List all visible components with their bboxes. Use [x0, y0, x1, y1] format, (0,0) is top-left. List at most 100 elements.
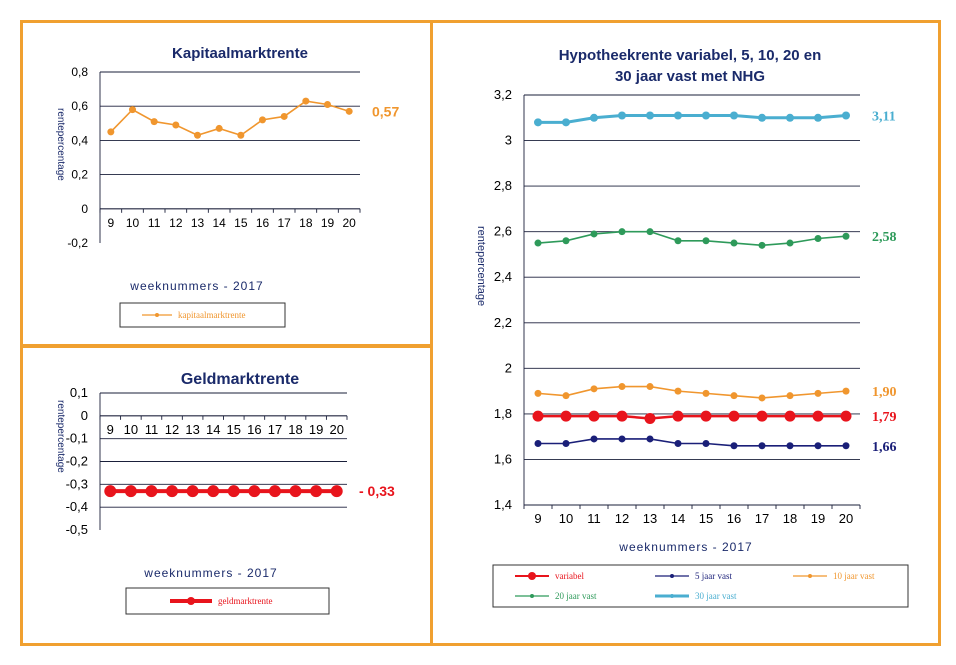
data-point: [345, 107, 353, 115]
data-point: [590, 435, 598, 443]
data-point: [674, 111, 682, 120]
end-value-label: 1,66: [872, 440, 897, 455]
data-point: [302, 97, 310, 105]
data-point: [186, 485, 199, 498]
data-point: [145, 485, 158, 498]
data-point: [842, 442, 850, 450]
legend-box: [125, 587, 330, 615]
legend-swatch-marker: [670, 594, 674, 598]
y-tick-label: 0,4: [71, 133, 88, 147]
x-tick-label: 10: [559, 511, 573, 526]
x-tick-label: 13: [191, 216, 205, 230]
data-point: [702, 440, 710, 447]
x-tick-label: 18: [783, 511, 797, 526]
y-tick-label: -0,2: [67, 236, 88, 250]
data-point: [758, 394, 766, 402]
chart3-title-line2: 30 jaar vast met NHG: [615, 68, 765, 85]
legend-swatch-marker: [808, 574, 812, 578]
data-point: [702, 389, 710, 397]
data-point: [150, 118, 158, 126]
data-point: [758, 241, 766, 249]
chart2-ylabel: rentepercentage: [55, 400, 66, 473]
series-line-20-jaar-vast: [537, 230, 847, 247]
x-tick-label: 14: [206, 422, 220, 437]
x-tick-label: 20: [329, 422, 343, 437]
legend-label: 30 jaar vast: [695, 591, 737, 601]
y-tick-label: 2,8: [494, 178, 512, 193]
data-point: [618, 111, 626, 120]
end-value-label: 0,57: [372, 103, 399, 119]
data-point: [215, 124, 223, 132]
legend-label: 5 jaar vast: [695, 571, 732, 581]
x-tick-label: 11: [148, 216, 161, 230]
data-point: [534, 118, 542, 127]
legend-label: geldmarktrente: [218, 596, 272, 606]
data-point: [227, 485, 240, 498]
x-tick-label: 20: [342, 216, 356, 230]
data-point: [812, 410, 824, 422]
legend-label: variabel: [555, 571, 584, 581]
data-point: [534, 239, 542, 247]
data-point: [756, 410, 768, 422]
data-point: [207, 485, 220, 498]
data-point: [842, 387, 850, 395]
end-value-label: 3,11: [872, 110, 896, 125]
y-tick-label: 2,6: [494, 224, 512, 239]
data-point: [814, 113, 822, 122]
y-tick-label: 1,8: [494, 406, 512, 421]
data-point: [786, 113, 794, 122]
data-point: [674, 440, 682, 447]
legend-swatch-marker: [187, 597, 195, 605]
data-point: [814, 235, 822, 242]
data-point: [532, 410, 544, 422]
data-point: [784, 410, 796, 422]
end-value-label: - 0,33: [359, 483, 395, 499]
data-point: [730, 239, 738, 247]
data-point: [129, 106, 136, 114]
x-tick-label: 15: [227, 422, 241, 437]
data-point: [590, 230, 598, 238]
data-point: [786, 442, 794, 450]
x-tick-label: 19: [309, 422, 323, 437]
y-tick-label: 0: [81, 202, 88, 216]
data-point: [166, 485, 179, 498]
x-tick-label: 17: [268, 422, 282, 437]
data-point: [562, 392, 570, 400]
x-tick-label: 9: [534, 511, 541, 526]
data-point: [562, 237, 570, 245]
data-point: [758, 442, 766, 450]
x-tick-label: 14: [212, 216, 226, 230]
series-line-5-jaar-vast: [538, 438, 846, 447]
data-point: [646, 383, 654, 391]
data-point: [672, 410, 684, 422]
data-point: [616, 410, 628, 422]
data-point: [646, 111, 654, 120]
x-tick-label: 16: [727, 511, 741, 526]
y-tick-label: 0: [81, 408, 88, 423]
data-point: [814, 389, 822, 397]
x-tick-label: 12: [165, 422, 179, 437]
legend-label: 20 jaar vast: [555, 591, 597, 601]
data-point: [562, 440, 570, 447]
chart1-ylabel: rentepercentage: [55, 108, 66, 181]
data-point: [324, 100, 331, 108]
data-point: [618, 435, 626, 443]
data-point: [104, 485, 117, 498]
x-tick-label: 9: [107, 216, 114, 230]
y-tick-label: 0,1: [70, 385, 88, 400]
series-line-variabel: [538, 414, 846, 420]
y-tick-label: 2,4: [494, 269, 512, 284]
data-point: [289, 485, 302, 498]
x-tick-label: 16: [256, 216, 270, 230]
legend-swatch-marker: [530, 594, 534, 598]
data-point: [786, 392, 794, 400]
chart3-ylabel: rentepercentage: [475, 226, 487, 306]
y-tick-label: 0,6: [71, 99, 88, 113]
x-tick-label: 18: [299, 216, 313, 230]
chart2-xlabel: weeknummers - 2017: [143, 566, 277, 580]
data-point: [618, 228, 626, 236]
data-point: [124, 485, 137, 498]
legend-swatch-marker: [528, 572, 536, 580]
legend-swatch-marker: [155, 313, 159, 317]
